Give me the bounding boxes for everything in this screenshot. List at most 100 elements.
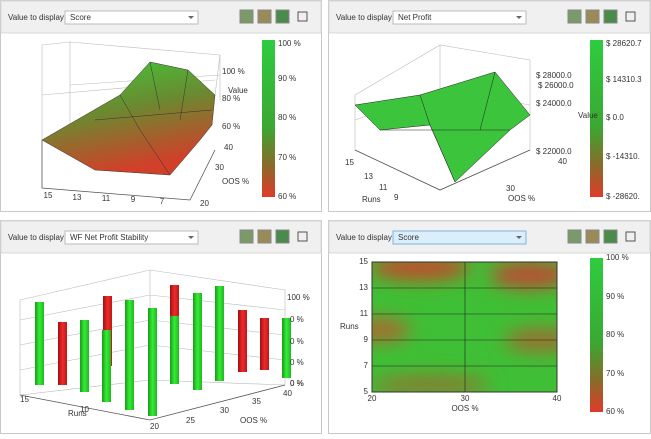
oos-tick-label: 20 xyxy=(368,394,377,403)
field-label: Value to display: xyxy=(336,13,394,22)
colorbar-label: 80 % xyxy=(606,330,624,339)
z-tick-label: 100 % xyxy=(287,293,310,302)
plot-frame xyxy=(371,261,558,393)
toolbar-button[interactable] xyxy=(603,9,618,24)
axis-label: OOS % xyxy=(222,177,249,186)
z-tick-label: 0 % xyxy=(290,315,304,324)
toolbar-button[interactable] xyxy=(239,229,254,244)
colorbar-label: 70 % xyxy=(606,369,624,378)
colorbar-label: $ 28620.7 xyxy=(606,39,642,48)
colorbar-label: $ 0.0 xyxy=(606,113,624,122)
oos-tick-label: 20 xyxy=(200,199,209,208)
field-label: Value to display: xyxy=(8,13,66,22)
restore-button[interactable] xyxy=(297,11,308,22)
oos-tick-label: 25 xyxy=(186,416,195,425)
z-tick-label: $ 26000.0 xyxy=(538,81,574,90)
z-tick-label: 100 % xyxy=(222,67,245,76)
runs-tick-label: 13 xyxy=(359,283,368,292)
runs-tick-label: 13 xyxy=(364,172,373,181)
oos-tick-label: 40 xyxy=(558,157,567,166)
axis-label: Value xyxy=(578,111,598,120)
toolbar-button[interactable] xyxy=(239,9,254,24)
toolbar-button[interactable] xyxy=(603,229,618,244)
runs-tick-label: 13 xyxy=(73,193,82,202)
toolbar-button[interactable] xyxy=(275,9,290,24)
colorbar xyxy=(590,40,603,197)
dropdown-arrow xyxy=(516,236,522,239)
toolbar-button[interactable] xyxy=(257,229,272,244)
restore-button[interactable] xyxy=(625,11,636,22)
z-tick-label: 0 % xyxy=(290,379,304,388)
runs-tick-label: 7 xyxy=(160,197,165,206)
axis-label: OOS % xyxy=(508,194,535,203)
toolbar-button[interactable] xyxy=(585,9,600,24)
toolbar-button[interactable] xyxy=(275,229,290,244)
oos-tick-label: 30 xyxy=(220,406,229,415)
z-tick-label: 0 % xyxy=(290,379,304,388)
z-tick-label: $ 28000.0 xyxy=(536,71,572,80)
oos-tick-label: 40 xyxy=(224,143,233,152)
runs-tick-label: 11 xyxy=(379,183,388,192)
runs-tick-label: 9 xyxy=(364,335,369,344)
oos-tick-label: 30 xyxy=(461,394,470,403)
surface-mesh xyxy=(94,61,213,176)
runs-tick-label: 10 xyxy=(80,405,89,414)
dropdown[interactable] xyxy=(64,10,199,25)
colorbar-label: 60 % xyxy=(278,192,296,201)
dropdown-arrow xyxy=(516,16,522,19)
toolbar-button[interactable] xyxy=(567,9,582,24)
dropdown[interactable] xyxy=(64,230,199,245)
axis-label: Runs xyxy=(340,322,359,331)
oos-tick-label: 30 xyxy=(215,163,224,172)
colorbar-label: 60 % xyxy=(606,407,624,416)
field-label: Value to display: xyxy=(8,233,66,242)
z-tick-label: 60 % xyxy=(222,122,240,131)
z-tick-label: $ 24000.0 xyxy=(536,99,572,108)
oos-tick-label: 30 xyxy=(506,184,515,193)
restore-button[interactable] xyxy=(297,231,308,242)
runs-tick-label: 9 xyxy=(394,193,399,202)
axis xyxy=(354,149,531,191)
restore-button[interactable] xyxy=(625,231,636,242)
colorbar-label: 100 % xyxy=(606,253,629,262)
dropdown-arrow xyxy=(188,16,194,19)
bars xyxy=(35,285,291,416)
runs-tick-label: 11 xyxy=(360,309,369,318)
heatmap xyxy=(372,262,557,392)
dropdown[interactable] xyxy=(392,10,527,25)
axis xyxy=(41,140,216,201)
surface-mesh xyxy=(380,71,510,183)
heatmap-grid xyxy=(372,262,557,392)
runs-tick-label: 7 xyxy=(364,361,369,370)
runs-tick-label: 15 xyxy=(345,158,354,167)
toolbar-button[interactable] xyxy=(257,9,272,24)
field-label: Value to display: xyxy=(336,233,394,242)
toolbar-button[interactable] xyxy=(585,229,600,244)
colorbar-label: 100 % xyxy=(278,39,301,48)
colorbar-label: $ 14310.3 xyxy=(606,75,642,84)
oos-tick-label: 35 xyxy=(252,397,261,406)
toolbar-button[interactable] xyxy=(567,229,582,244)
colorbar-label: 80 % xyxy=(278,113,296,122)
colorbar xyxy=(262,40,275,197)
z-tick-label: 0 % xyxy=(290,337,304,346)
grid xyxy=(41,42,221,128)
runs-tick-label: 15 xyxy=(44,191,53,200)
oos-tick-label: 20 xyxy=(150,422,159,431)
runs-tick-label: 11 xyxy=(102,194,111,203)
z-tick-label: 80 % xyxy=(222,94,240,103)
axis xyxy=(19,384,286,421)
colorbar-label: 70 % xyxy=(278,153,296,162)
z-tick-label: $ 22000.0 xyxy=(536,147,572,156)
colorbar-label: $ -28620. xyxy=(606,192,640,201)
colorbar-label: 90 % xyxy=(278,74,296,83)
axis-label: Value xyxy=(228,86,248,95)
colorbar-label: 90 % xyxy=(606,292,624,301)
z-tick-label: 0 % xyxy=(290,358,304,367)
dropdown-value: WF Net Profit Stability xyxy=(70,233,148,242)
axis-label: OOS % xyxy=(240,416,267,425)
runs-tick-label: 5 xyxy=(364,387,369,396)
dropdown[interactable] xyxy=(392,230,527,245)
runs-tick-label: 15 xyxy=(20,395,29,404)
